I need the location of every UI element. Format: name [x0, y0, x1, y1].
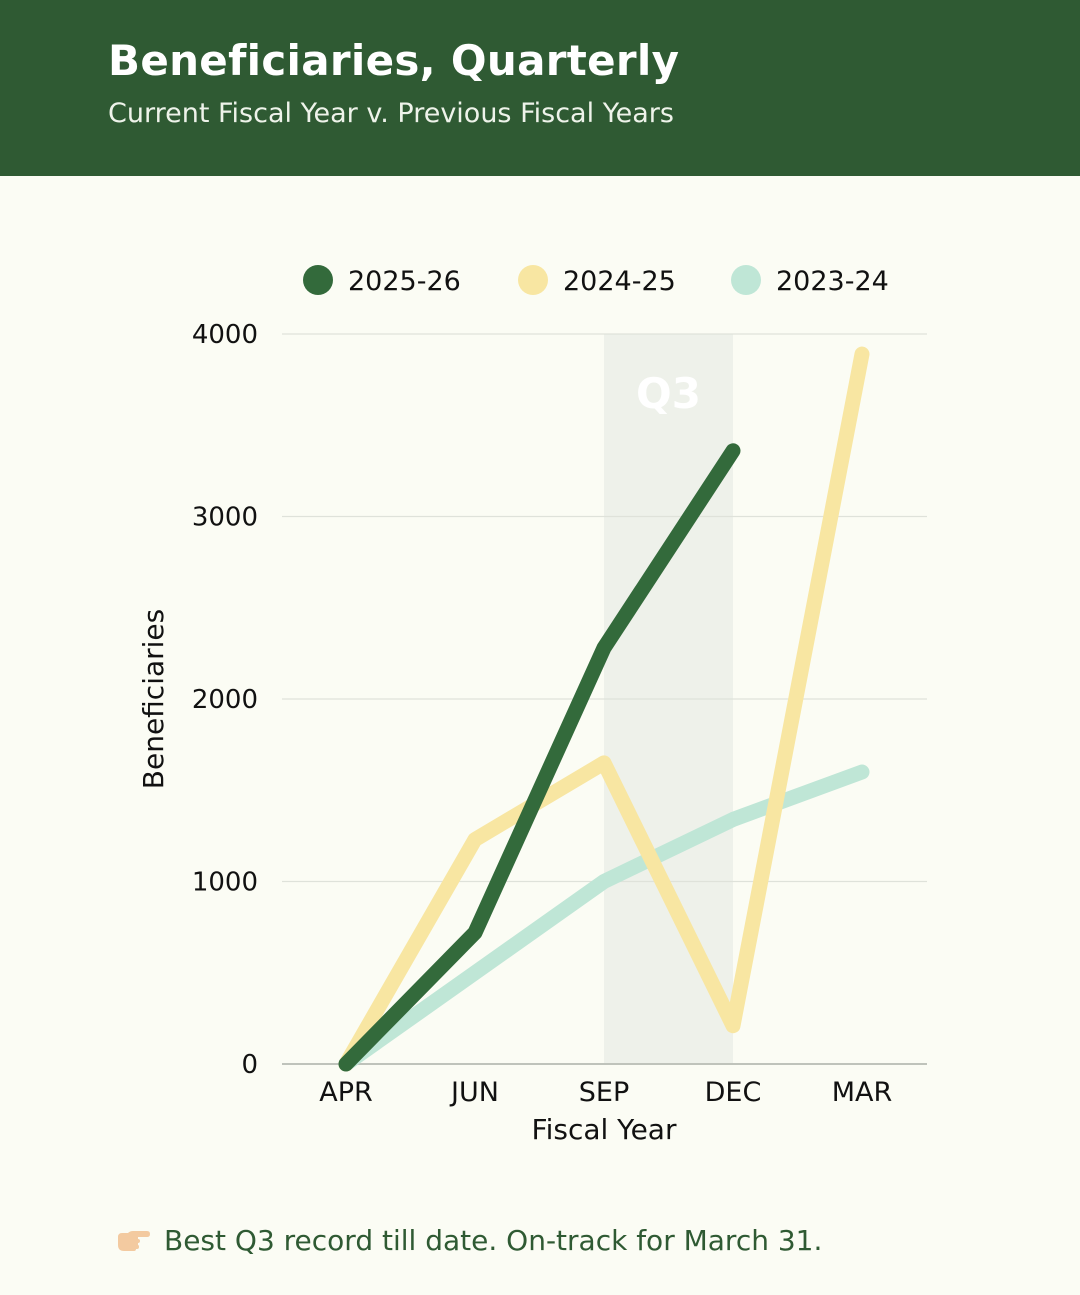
legend-marker	[731, 265, 761, 295]
x-tick-label: JUN	[449, 1077, 499, 1108]
q3-band-label: Q3	[636, 369, 701, 418]
y-tick-label: 2000	[192, 685, 258, 715]
y-tick-label: 0	[241, 1050, 258, 1080]
y-tick-label: 1000	[192, 868, 258, 898]
legend-marker	[303, 265, 333, 295]
x-tick-label: DEC	[705, 1077, 762, 1108]
footer-note-row: Best Q3 record till date. On-track for M…	[116, 1224, 822, 1257]
legend-label: 2025-26	[348, 266, 461, 297]
x-tick-label: MAR	[832, 1077, 893, 1108]
legend-label: 2024-25	[563, 266, 676, 297]
y-axis-title: Beneficiaries	[137, 609, 170, 789]
x-tick-label: APR	[319, 1077, 373, 1108]
page-subtitle: Current Fiscal Year v. Previous Fiscal Y…	[108, 98, 674, 129]
x-axis-title: Fiscal Year	[532, 1113, 677, 1146]
pointing-hand-icon	[116, 1228, 152, 1254]
legend-marker	[518, 265, 548, 295]
legend-label: 2023-24	[776, 266, 889, 297]
series-line-2025-26	[338, 443, 741, 1072]
x-tick-label: SEP	[579, 1077, 629, 1108]
page-title: Beneficiaries, Quarterly	[108, 36, 680, 85]
series-line-2024-25	[338, 346, 870, 1072]
footer-note: Best Q3 record till date. On-track for M…	[164, 1224, 823, 1257]
y-tick-label: 4000	[192, 320, 258, 350]
y-tick-label: 3000	[192, 503, 258, 533]
header-banner: Beneficiaries, Quarterly Current Fiscal …	[0, 0, 1080, 176]
